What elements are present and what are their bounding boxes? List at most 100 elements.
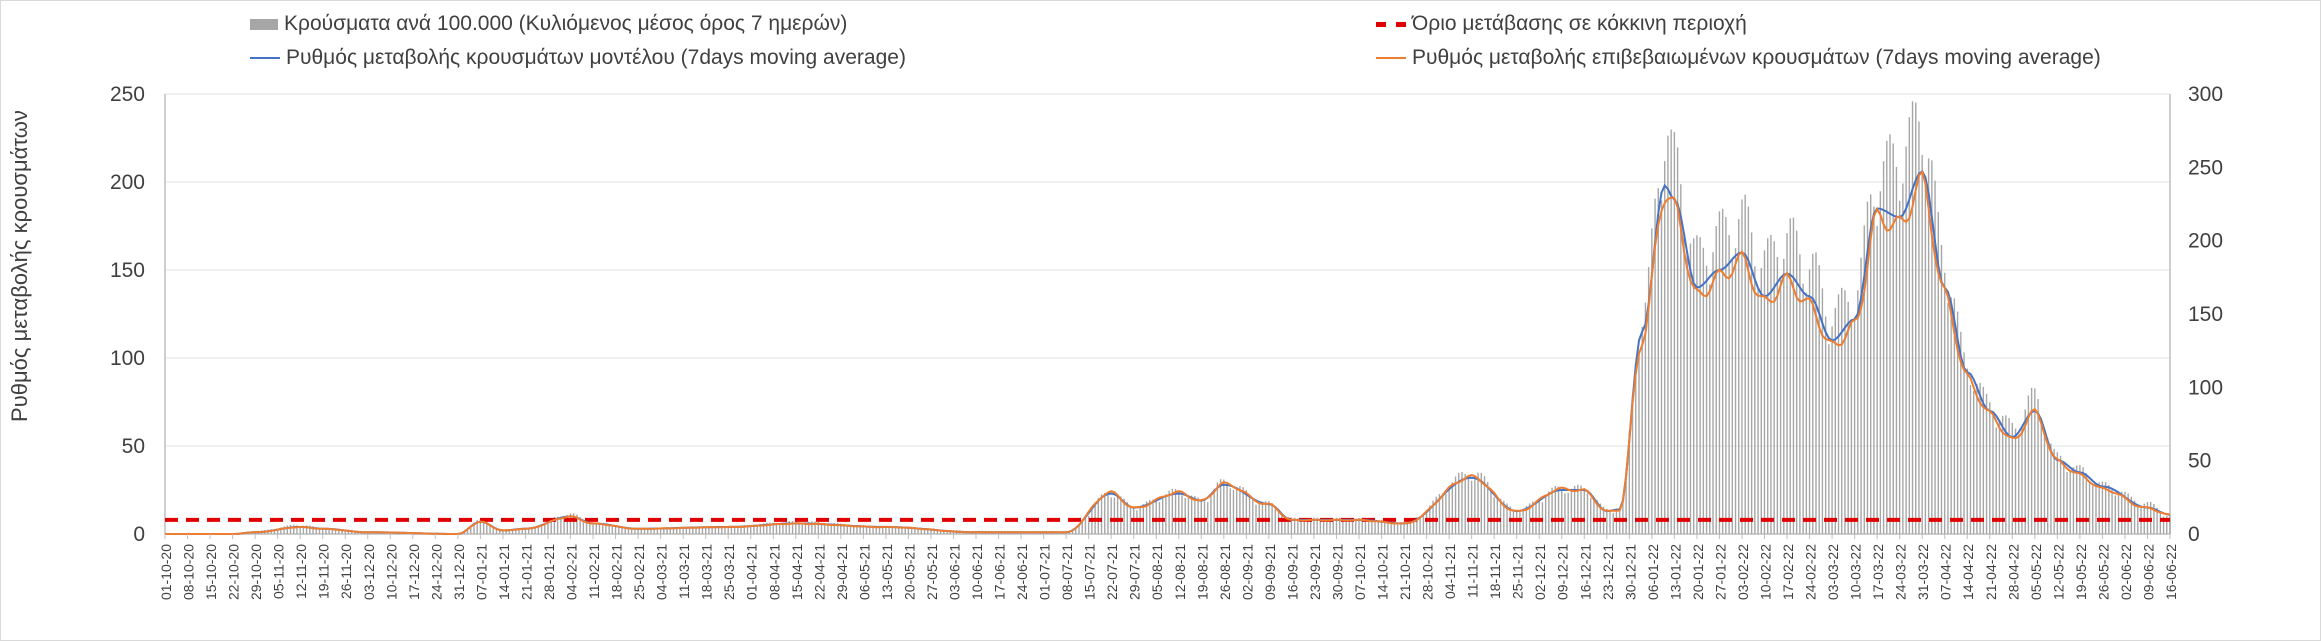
bar-cases	[1882, 161, 1885, 534]
x-tick-label-16: 21-01-21	[518, 544, 534, 600]
bar-cases	[630, 529, 633, 534]
bar-cases	[653, 529, 655, 534]
bar-cases	[1422, 515, 1425, 534]
bar-cases	[1963, 352, 1965, 534]
bar-cases	[1570, 488, 1573, 534]
bar-cases	[2130, 496, 2133, 534]
bar-cases	[325, 528, 327, 534]
bar-cases	[293, 524, 295, 534]
bar-cases	[704, 527, 707, 534]
bar-cases	[930, 528, 932, 534]
bar-cases	[1448, 489, 1450, 534]
bar-cases	[273, 529, 276, 534]
bar-cases	[769, 522, 771, 534]
bar-cases	[2018, 434, 2020, 534]
bar-cases	[505, 529, 507, 534]
x-tick-label-55: 21-10-21	[1397, 544, 1413, 600]
bar-cases	[859, 524, 861, 534]
bar-cases	[1702, 247, 1705, 535]
bar-cases	[2011, 422, 2014, 534]
bar-cases	[1129, 505, 1132, 534]
bar-cases	[1274, 507, 1277, 534]
x-tick-label-78: 31-03-22	[1915, 544, 1931, 600]
bar-cases	[318, 527, 321, 534]
bar-cases	[1673, 131, 1676, 535]
bar-cases	[1680, 184, 1682, 534]
bar-cases	[344, 530, 346, 534]
bar-cases	[1403, 521, 1405, 534]
bar-cases	[1593, 498, 1595, 534]
y-tick-label-right-3: 150	[2188, 303, 2223, 326]
bar-cases	[843, 524, 845, 534]
bar-cases	[1187, 496, 1190, 534]
bar-cases	[489, 524, 491, 534]
y-tick-label-left-1: 50	[122, 435, 145, 458]
x-tick-label-54: 14-10-21	[1375, 544, 1391, 600]
x-tick-label-79: 07-04-22	[1938, 544, 1954, 600]
bar-cases	[1499, 498, 1502, 534]
bar-cases	[1441, 493, 1444, 534]
bar-cases	[862, 525, 865, 534]
bar-cases	[347, 531, 350, 534]
bar-cases	[1731, 260, 1734, 534]
x-tick-label-53: 07-10-21	[1352, 544, 1368, 600]
bar-cases	[1087, 515, 1090, 534]
bar-cases	[2133, 500, 2136, 534]
bar-cases	[1747, 206, 1750, 534]
bar-cases	[563, 517, 565, 534]
bar-cases	[875, 526, 877, 534]
x-tick-label-43: 29-07-21	[1127, 544, 1143, 600]
bar-cases	[2108, 485, 2110, 534]
bar-cases	[1181, 495, 1183, 534]
bar-cases	[2117, 493, 2120, 534]
bar-cases	[840, 523, 842, 534]
bar-cases	[1454, 476, 1457, 534]
bar-cases	[1940, 245, 1943, 534]
bar-cases	[576, 514, 578, 534]
bar-cases	[1895, 166, 1898, 535]
bar-cases	[2088, 481, 2091, 534]
bar-cases	[775, 523, 778, 534]
bar-cases	[1097, 498, 1100, 534]
bar-cases	[1760, 268, 1762, 534]
x-tick-label-75: 10-03-22	[1848, 544, 1864, 600]
bar-cases	[1477, 472, 1479, 534]
bar-cases	[1992, 413, 1994, 534]
x-tick-label-18: 04-02-21	[564, 544, 580, 600]
bar-cases	[1261, 501, 1264, 534]
x-tick-label-28: 15-04-21	[789, 544, 805, 600]
bar-cases	[1264, 501, 1267, 534]
y-tick-label-right-0: 0	[2188, 523, 2200, 546]
bar-cases	[2137, 504, 2139, 534]
bar-cases	[804, 522, 807, 534]
bar-cases	[2037, 399, 2039, 534]
bar-cases	[283, 526, 285, 534]
bar-cases	[1660, 200, 1663, 534]
bar-cases	[1812, 253, 1814, 534]
bar-cases	[1721, 208, 1724, 534]
bar-cases	[373, 532, 375, 534]
x-tick-label-44: 05-08-21	[1149, 544, 1165, 600]
bar-cases	[1982, 386, 1985, 534]
bar-cases	[1464, 474, 1466, 534]
bar-cases	[2030, 387, 2033, 534]
bar-cases	[544, 522, 546, 534]
bar-cases	[299, 526, 301, 534]
bar-cases	[1071, 530, 1074, 534]
bar-cases	[936, 528, 939, 534]
bar-cases	[540, 524, 543, 534]
x-tick-label-42: 22-07-21	[1104, 544, 1120, 600]
bar-cases	[2121, 491, 2123, 534]
bar-cases	[1676, 147, 1679, 534]
bar-cases	[2001, 415, 2004, 534]
bar-cases	[1590, 497, 1592, 534]
bar-cases	[1979, 382, 1981, 534]
x-tick-label-61: 02-12-21	[1532, 544, 1548, 600]
bar-cases	[2127, 493, 2129, 534]
bar-cases	[592, 523, 594, 534]
y-tick-label-right-5: 250	[2188, 156, 2223, 179]
bar-cases	[1390, 520, 1392, 534]
bar-cases	[656, 529, 659, 534]
bar-cases	[827, 524, 829, 534]
